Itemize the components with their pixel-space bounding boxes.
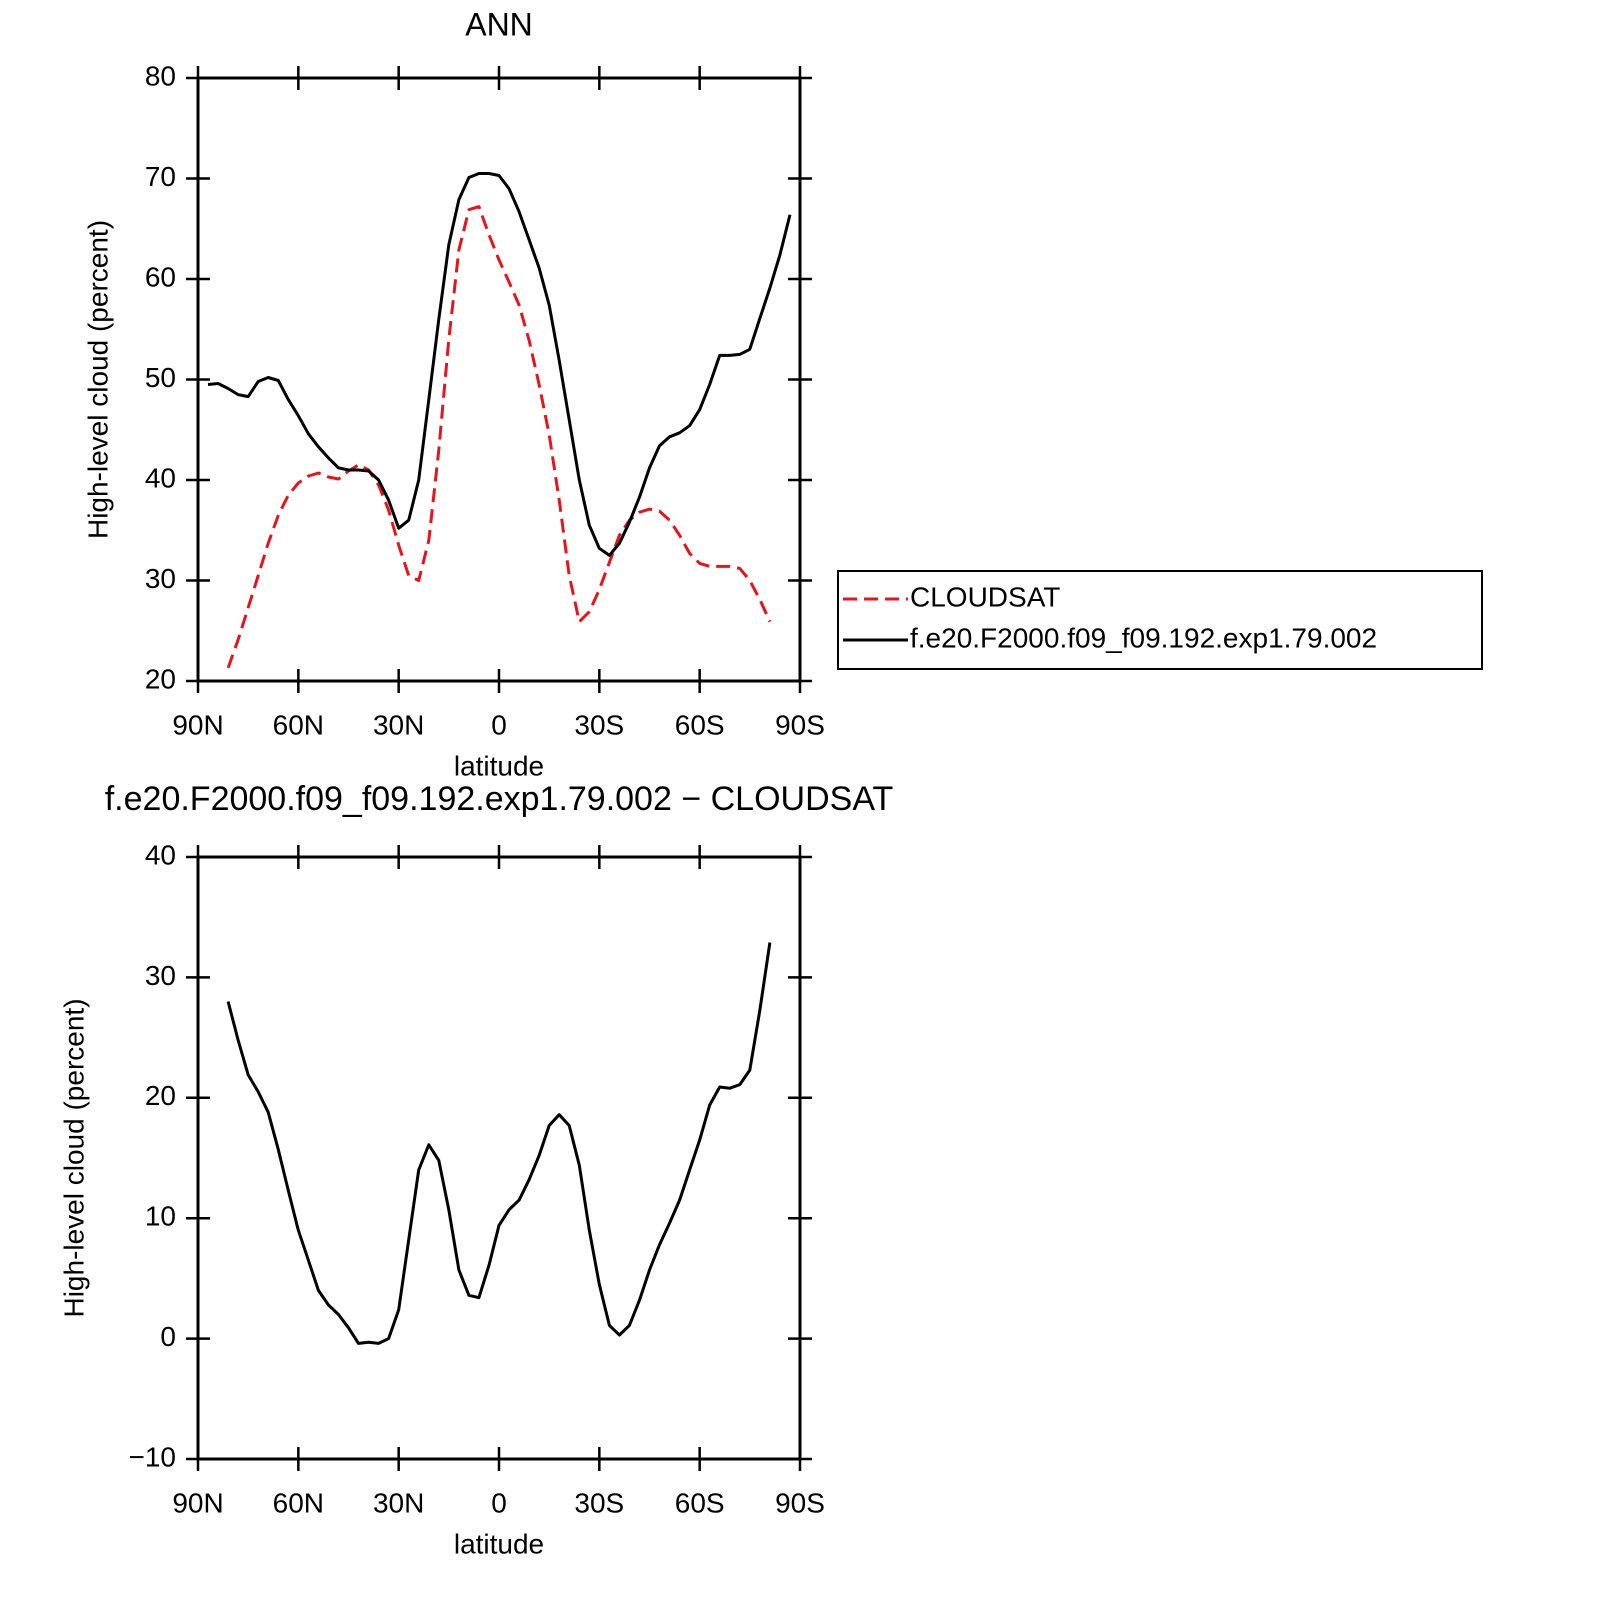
plot-frame xyxy=(196,855,802,1461)
plot-frame xyxy=(196,76,802,683)
y-axis-label: High-level cloud (percent) xyxy=(82,220,113,539)
y-tick-label: 70 xyxy=(145,161,176,192)
x-tick-label: 90S xyxy=(775,709,825,740)
x-tick-label: 60N xyxy=(273,1487,324,1518)
x-tick-label: 90N xyxy=(172,709,223,740)
y-axis-label: High-level cloud (percent) xyxy=(58,998,89,1317)
y-tick-label: 80 xyxy=(145,60,176,91)
y-tick-label: 0 xyxy=(160,1321,176,1352)
legend-box xyxy=(837,570,1483,670)
y-tick-label: −10 xyxy=(129,1441,177,1472)
x-axis-label: latitude xyxy=(454,750,544,781)
x-tick-label: 60S xyxy=(675,1487,725,1518)
x-tick-label: 60S xyxy=(675,709,725,740)
chart-title: ANN xyxy=(465,6,533,42)
data-line xyxy=(226,205,772,669)
legend-label: f.e20.F2000.f09_f09.192.exp1.79.002 xyxy=(910,622,1377,653)
chart-title: f.e20.F2000.f09_f09.192.exp1.79.002 − CL… xyxy=(105,780,894,818)
y-tick-label: 10 xyxy=(145,1201,176,1232)
x-tick-label: 30S xyxy=(574,709,624,740)
data-line xyxy=(207,172,792,557)
x-tick-label: 0 xyxy=(491,709,507,740)
y-tick-label: 20 xyxy=(145,1080,176,1111)
x-tick-label: 90S xyxy=(775,1487,825,1518)
x-tick-label: 60N xyxy=(273,709,324,740)
y-tick-label: 30 xyxy=(145,960,176,991)
legend-label: CLOUDSAT xyxy=(910,581,1060,612)
y-tick-label: 40 xyxy=(145,462,176,493)
x-tick-label: 30N xyxy=(373,1487,424,1518)
x-tick-label: 30N xyxy=(373,709,424,740)
y-tick-label: 50 xyxy=(145,362,176,393)
x-tick-label: 90N xyxy=(172,1487,223,1518)
y-tick-label: 60 xyxy=(145,261,176,292)
y-tick-label: 40 xyxy=(145,839,176,870)
x-tick-label: 30S xyxy=(574,1487,624,1518)
x-tick-label: 0 xyxy=(491,1487,507,1518)
y-tick-label: 20 xyxy=(145,663,176,694)
y-tick-label: 30 xyxy=(145,563,176,594)
x-axis-label: latitude xyxy=(454,1528,544,1559)
data-line xyxy=(226,942,772,1345)
